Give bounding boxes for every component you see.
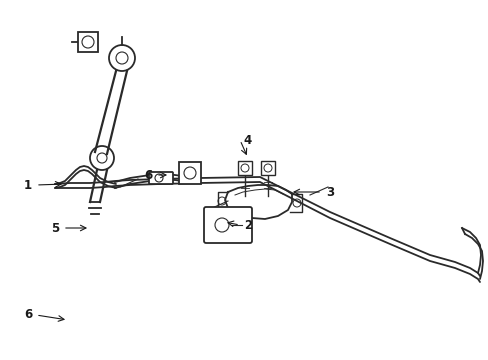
Text: 6: 6 [143, 168, 152, 181]
FancyBboxPatch shape [179, 162, 201, 184]
FancyBboxPatch shape [203, 207, 251, 243]
FancyBboxPatch shape [78, 32, 98, 52]
FancyBboxPatch shape [149, 172, 173, 184]
FancyBboxPatch shape [238, 161, 251, 175]
Text: 2: 2 [244, 219, 251, 231]
Text: 3: 3 [325, 185, 333, 198]
Text: 1: 1 [24, 179, 32, 192]
Text: 4: 4 [244, 134, 252, 147]
Text: 5: 5 [51, 221, 59, 234]
Text: 6: 6 [24, 309, 32, 321]
FancyBboxPatch shape [261, 161, 274, 175]
